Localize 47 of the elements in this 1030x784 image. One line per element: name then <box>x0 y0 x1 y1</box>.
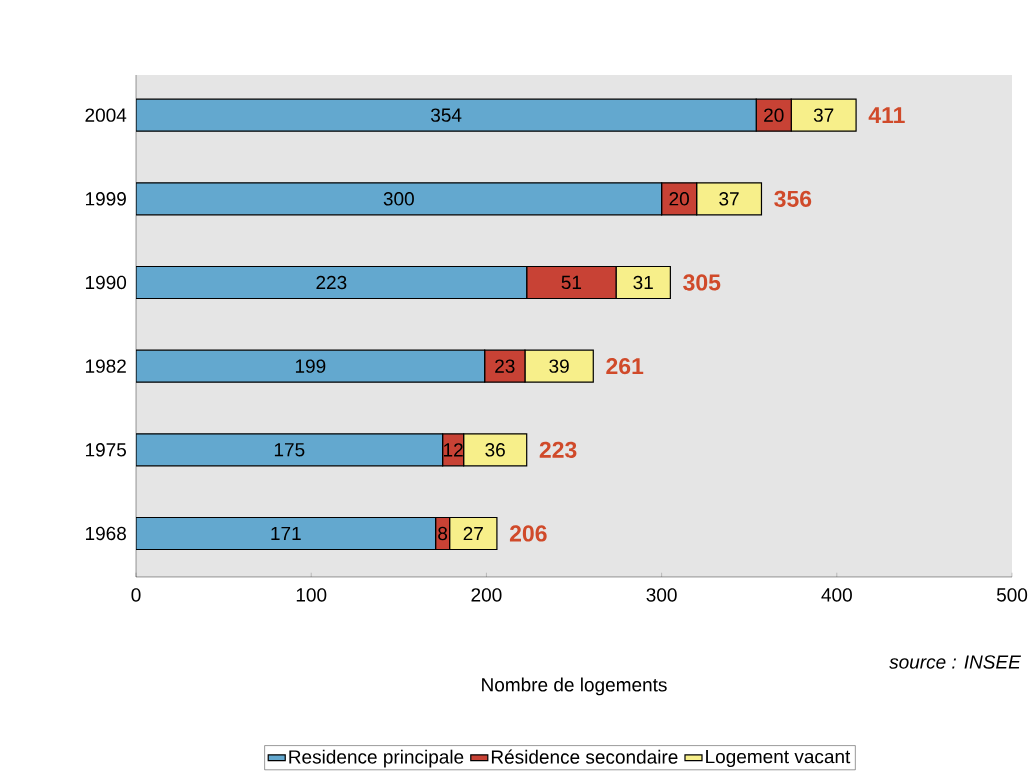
x-tick-label: 300 <box>646 588 677 602</box>
data-label: 354 <box>430 108 462 122</box>
y-tick-label: 1968 <box>86 526 126 541</box>
bar <box>136 265 528 300</box>
data-label: 20 <box>669 192 689 206</box>
total-label: 356 <box>774 190 812 207</box>
bar <box>136 516 437 551</box>
x-tick-label: 100 <box>296 588 327 602</box>
total-label: 261 <box>606 358 644 375</box>
legend-label: Logement vacant <box>706 750 851 768</box>
data-label: 36 <box>485 443 505 457</box>
total-label: 223 <box>539 441 577 458</box>
bar <box>136 433 444 467</box>
source-note: source : INSEE <box>889 655 1021 669</box>
y-tick-label: 1990 <box>86 275 127 290</box>
data-label: 223 <box>316 275 347 290</box>
data-label: 51 <box>561 275 582 290</box>
data-label: 20 <box>764 108 784 122</box>
y-tick-label: 1982 <box>86 359 126 373</box>
data-label: 23 <box>495 359 515 373</box>
total-label: 305 <box>683 274 721 291</box>
data-label: 175 <box>274 443 305 457</box>
data-label: 12 <box>444 443 463 457</box>
data-label: 37 <box>813 108 834 122</box>
data-label: 300 <box>383 192 414 206</box>
y-tick-label: 1999 <box>86 192 126 206</box>
legend-label: Residence principale <box>289 749 464 768</box>
bar <box>136 182 663 216</box>
x-tick-label: 500 <box>996 588 1028 602</box>
y-tick-label: 1975 <box>86 443 126 457</box>
data-label: 31 <box>633 275 653 290</box>
bar <box>136 98 757 132</box>
data-label: 8 <box>438 526 448 541</box>
data-label: 27 <box>463 526 483 541</box>
x-tick-label: 0 <box>131 588 141 602</box>
bar <box>136 349 486 383</box>
data-label: 199 <box>295 359 326 373</box>
y-tick-label: 2004 <box>85 108 127 122</box>
legend-label: Résidence secondaire <box>491 749 678 764</box>
x-axis-title: Nombre de logements <box>482 677 667 696</box>
total-label: 411 <box>868 107 905 124</box>
x-tick-label: 200 <box>471 588 502 602</box>
data-label: 39 <box>549 359 569 373</box>
total-label: 206 <box>509 525 547 542</box>
data-label: 37 <box>719 192 739 206</box>
x-tick-label: 400 <box>821 588 852 602</box>
data-label: 171 <box>271 526 301 541</box>
